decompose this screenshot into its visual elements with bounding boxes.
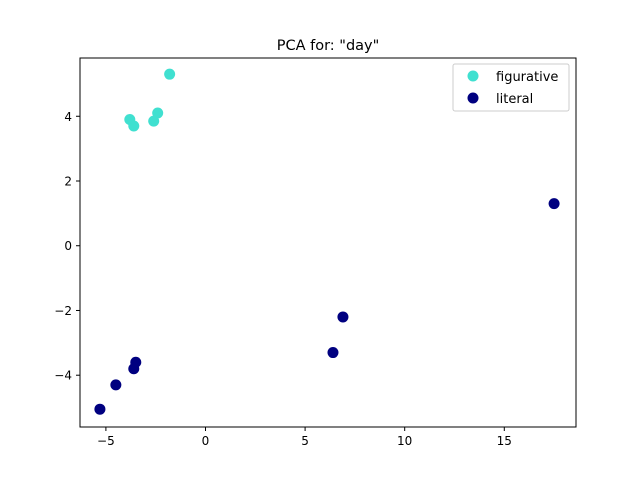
legend-label-literal: literal (496, 92, 533, 107)
legend-label-figurative: figurative (496, 70, 558, 85)
y-tick-label: 4 (64, 110, 72, 124)
chart-title: PCA for: "day" (277, 38, 380, 54)
axis-ticks: −5 0 5 10 15 −4 −2 0 2 4 (54, 110, 512, 448)
data-point-literal (110, 379, 122, 391)
legend-marker-literal (467, 92, 479, 104)
x-tick-label: −5 (97, 434, 115, 448)
y-tick-label: −2 (54, 304, 72, 318)
data-point-figurative (164, 68, 176, 80)
plot-frame (79, 57, 577, 428)
data-point-literal (548, 198, 560, 210)
legend-marker-figurative (467, 70, 479, 82)
y-tick-label: 0 (64, 239, 72, 253)
data-point-figurative (128, 120, 140, 132)
y-tick-label: −4 (54, 369, 72, 383)
data-point-literal (128, 363, 140, 375)
x-tick-label: 10 (397, 434, 412, 448)
data-point-figurative (148, 115, 160, 127)
x-tick-label: 0 (202, 434, 210, 448)
data-point-literal (337, 311, 349, 323)
legend: figurative literal (452, 63, 570, 112)
data-point-literal (327, 347, 339, 359)
legend-box (452, 63, 570, 112)
data-points (94, 68, 560, 415)
data-point-literal (94, 403, 106, 415)
y-tick-label: 2 (64, 175, 72, 189)
x-tick-label: 5 (301, 434, 309, 448)
x-tick-label: 15 (497, 434, 512, 448)
